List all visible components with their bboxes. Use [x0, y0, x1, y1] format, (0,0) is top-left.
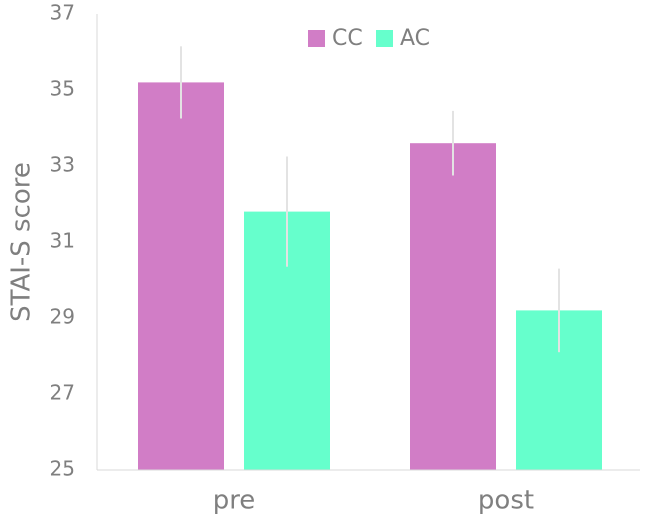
legend-label: CC — [332, 26, 363, 51]
legend-swatch — [376, 30, 393, 47]
legend-swatch — [308, 30, 325, 47]
y-tick-label: 33 — [50, 153, 75, 177]
y-tick-label: 29 — [50, 305, 75, 329]
x-tick-label: post — [478, 486, 534, 516]
y-tick-label: 35 — [50, 77, 75, 101]
bar — [138, 82, 224, 471]
x-tick-label: pre — [213, 486, 256, 516]
y-tick-label: 25 — [50, 457, 75, 481]
legend-label: AC — [400, 26, 430, 51]
y-tick-label: 37 — [50, 1, 75, 25]
y-tick-label: 31 — [50, 229, 75, 253]
bar — [410, 143, 496, 470]
y-tick-label: 27 — [50, 381, 75, 405]
y-axis-label: STAI-S score — [7, 162, 37, 322]
